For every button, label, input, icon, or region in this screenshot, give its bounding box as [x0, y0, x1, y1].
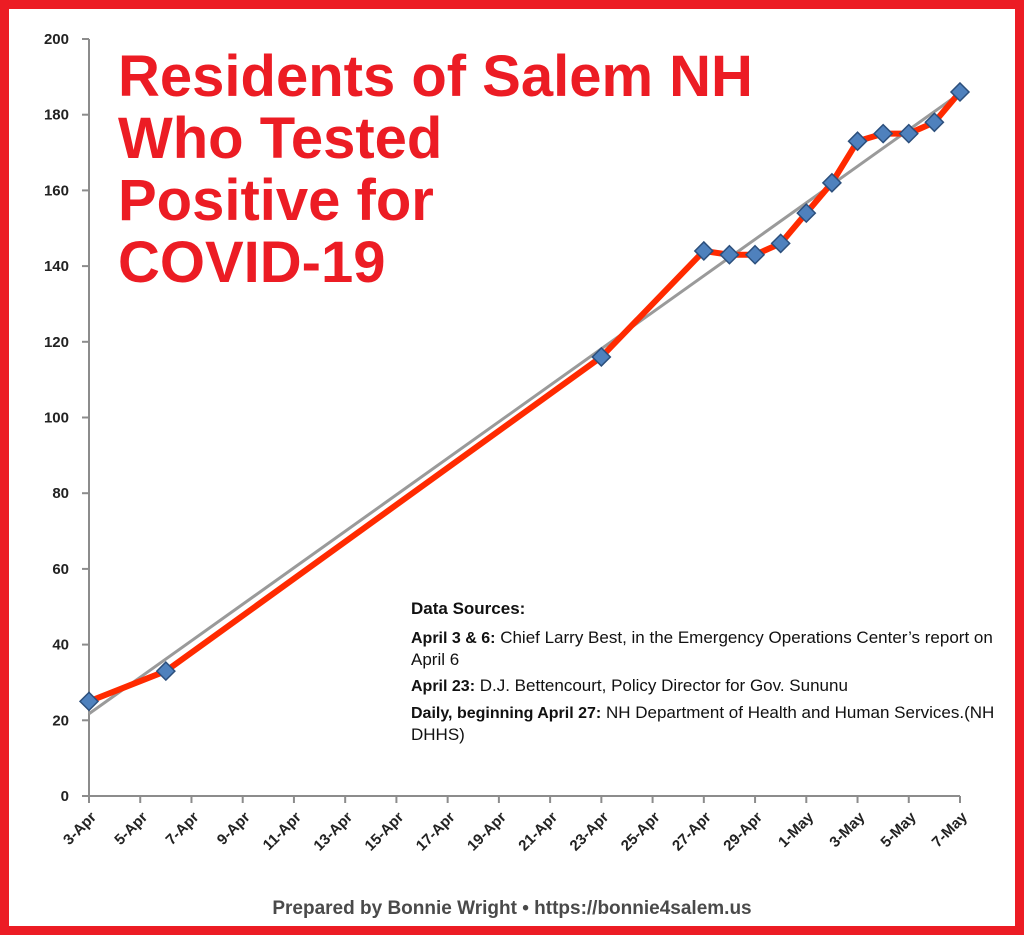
series-line-segment [86, 668, 169, 705]
trendline [88, 92, 961, 715]
y-tick-label: 180 [44, 107, 69, 124]
marker-layer [78, 81, 971, 712]
title-line: Residents of Salem NH [118, 44, 753, 109]
source-text: NH Department of Health and Human Servic… [411, 703, 995, 744]
x-axis: 3-Apr 5-Apr 7-Apr 9-Apr 11-Apr 13-Apr 15-Apr 17… [60, 795, 972, 855]
title-line: Positive for [118, 168, 434, 233]
x-tick-label: 17-Apr [413, 809, 459, 855]
x-tick-label: 23-Apr [567, 809, 613, 855]
x-tick-label: 7-May [929, 808, 972, 851]
y-tick-label: 100 [44, 410, 69, 427]
y-axis: 0 20 40 60 80 100 120 140 160 180 200 [44, 31, 90, 805]
y-tick-label: 60 [52, 561, 69, 578]
source-label: April 23: [411, 678, 476, 695]
source-text: D.J. Bettencourt, Policy Director for Go… [475, 676, 848, 695]
y-tick-label: 40 [52, 637, 69, 654]
data-point [770, 233, 791, 254]
data-point [591, 346, 612, 368]
y-tick-label: 80 [52, 485, 69, 502]
title-line: COVID-19 [118, 230, 386, 295]
data-sources-heading: Data Sources: [411, 599, 526, 618]
y-tick-label: 140 [44, 258, 69, 275]
x-tick-label: 1-May [775, 808, 818, 851]
x-tick-label: 3-May [826, 808, 869, 851]
series-line-segment [598, 247, 707, 360]
source-entry: April 23: D.J. Bettencourt, Policy Direc… [411, 675, 1001, 697]
source-label: April 3 & 6: [411, 630, 496, 647]
source-label: Daily, beginning April 27: [411, 705, 602, 722]
data-point [898, 123, 919, 144]
footer-credit: Prepared by Bonnie Wright • https://bonn… [272, 898, 752, 919]
data-point [78, 691, 100, 712]
data-point [719, 244, 740, 265]
source-text: Chief Larry Best, in the Emergency Opera… [411, 628, 993, 669]
data-point [821, 172, 842, 193]
x-tick-label: 9-Apr [214, 809, 254, 849]
x-tick-label: 29-Apr [720, 809, 766, 855]
x-tick-label: 19-Apr [464, 809, 510, 855]
x-tick-label: 15-Apr [362, 809, 408, 855]
y-tick-label: 120 [44, 334, 69, 351]
x-tick-label: 25-Apr [618, 809, 664, 855]
x-tick-label: 27-Apr [669, 809, 715, 855]
x-tick-label: 7-Apr [163, 809, 203, 849]
x-tick-label: 21-Apr [515, 809, 561, 855]
chart-title: Residents of Salem NH Who Tested Positiv… [118, 46, 878, 294]
x-tick-label: 13-Apr [310, 809, 356, 855]
title-line: Who Tested [118, 106, 443, 171]
data-sources-annotation: Data Sources: April 3 & 6: Chief Larry B… [411, 598, 1001, 750]
x-tick-label: 11-Apr [260, 809, 305, 854]
x-tick-label: 5-May [877, 808, 920, 851]
source-entry: Daily, beginning April 27: NH Department… [411, 702, 1001, 745]
y-tick-label: 0 [61, 788, 69, 805]
data-point [949, 81, 971, 103]
data-point [155, 661, 176, 682]
x-tick-label: 5-Apr [111, 809, 151, 849]
data-point [873, 123, 894, 144]
series-line-segment [828, 138, 861, 186]
data-point [744, 244, 766, 265]
source-entry: April 3 & 6: Chief Larry Best, in the Em… [411, 627, 1001, 670]
data-point [924, 112, 945, 133]
y-tick-label: 160 [44, 182, 69, 199]
series-line-segment [162, 353, 605, 675]
x-tick-label: 3-Apr [60, 809, 100, 849]
y-tick-label: 20 [52, 712, 69, 729]
y-tick-label: 200 [44, 31, 69, 48]
data-point [847, 131, 868, 152]
trendline-layer [88, 92, 961, 715]
data-point [693, 240, 714, 262]
data-point [796, 203, 817, 224]
